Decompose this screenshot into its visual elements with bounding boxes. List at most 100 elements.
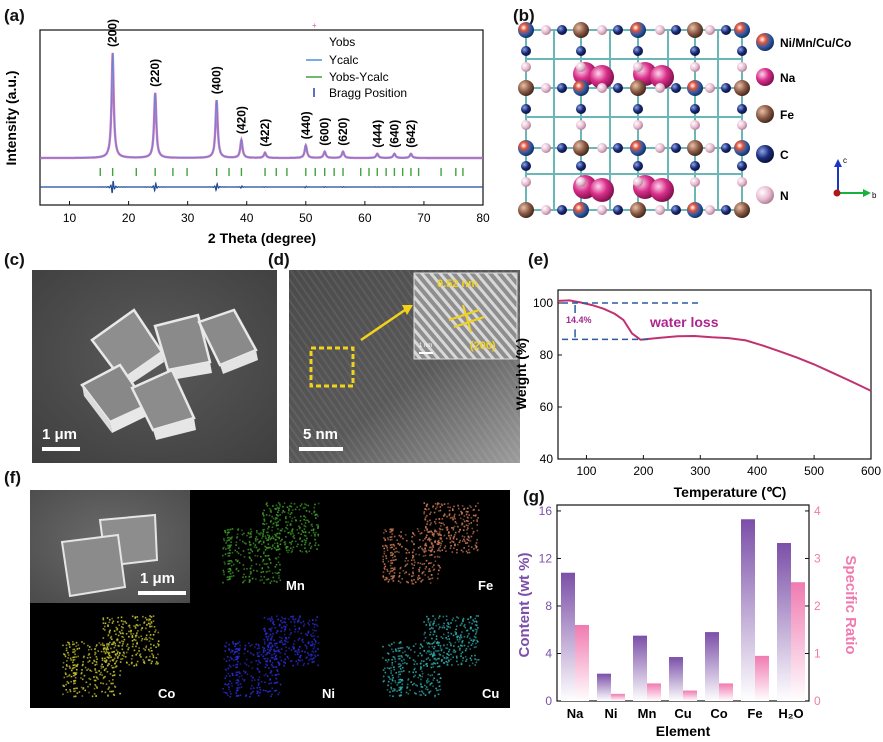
eds-dot [464,655,467,658]
eds-dot [442,625,445,627]
eds-dot [262,559,265,562]
eds-dot [399,673,402,676]
eds-dot [73,658,76,661]
eds-dot [391,664,394,666]
eds-dot [110,682,112,685]
eds-dot [463,624,466,626]
eds-dot [108,621,111,624]
eds-dot [284,628,287,631]
eds-dot [290,632,292,634]
eds-dot [106,646,109,649]
eds-dot [298,527,301,530]
eds-dot [104,668,106,671]
eds-dot [235,567,238,570]
eds-dot [277,556,280,558]
eds-dot [405,557,408,560]
eds-dot [471,527,474,530]
eds-dot [89,656,92,659]
eds-dot [67,657,69,659]
eds-dot [260,653,263,656]
eds-dot [278,553,281,556]
eds-dot [282,505,284,508]
eds-dot [234,650,237,653]
eds-dot [229,675,231,677]
eds-dot [103,648,105,651]
eds-dot [457,525,459,528]
eds-dot [258,532,260,535]
eds-dot [465,658,468,661]
eds-dot [471,662,474,665]
eds-dot [469,540,472,542]
eds-dot [415,553,417,556]
eds-dot [72,664,75,667]
eds-dot [389,564,392,567]
eds-dot [440,649,443,652]
eds-dot [120,658,122,660]
eds-dot [306,551,308,554]
eds-dot [436,662,439,664]
eds-dot [157,645,160,647]
eds-dot [428,546,431,549]
eds-dot [430,562,433,564]
eds-dot [65,689,68,691]
eds-dot [69,689,71,691]
eds-dot [447,635,450,637]
eds-dot [267,547,270,549]
eds-dot [446,528,449,531]
eds-dot [149,650,151,652]
eds-dot [288,509,290,512]
eds-dot [408,646,410,649]
eds-dot [299,616,302,618]
eds-dot [112,658,115,661]
eds-dot [402,662,404,665]
eds-dot [444,545,447,547]
eds-dot [275,504,278,507]
eds-dot [424,544,426,547]
eds-dot [413,543,415,545]
eds-dot [87,644,89,647]
eds-dot [151,660,153,663]
eds-dot [387,659,390,661]
eds-dot [228,544,231,547]
eds-dot [279,503,281,506]
eds-dot [278,664,280,666]
eds-dot [66,665,68,667]
eds-dot [305,657,308,659]
xrd-peak-label: (422) [258,119,272,147]
eds-dot [440,534,442,537]
eds-dot [276,522,278,524]
xrd-peak-label: (620) [336,118,350,146]
eds-dot [300,515,302,518]
eds-dot [131,640,134,642]
eds-dot [100,643,102,646]
eds-dot [256,570,258,572]
eds-dot [275,508,278,510]
eds-dot [313,645,316,648]
eds-dot [259,579,261,582]
eds-dot [144,616,147,619]
eds-dot [474,654,476,657]
eds-dot [312,632,314,635]
eds-dot [134,627,137,629]
tga-annotation: water loss [649,314,719,330]
eds-dot [420,683,422,686]
eds-dot [260,571,263,574]
eds-dot [432,653,435,656]
eds-dot [420,660,423,662]
eds-dot [440,660,443,662]
eds-dot [227,547,229,549]
tem-inset-scale-label: 1 nm [419,343,433,349]
eds-dot [472,514,475,517]
crystal-axes-icon: c b [833,156,877,200]
eds-dot [434,541,436,544]
eds-dot [65,664,68,666]
eds-dot [404,548,407,550]
eds-dot [65,647,68,650]
eds-dot [265,653,268,655]
eds-dot [271,644,274,647]
eds-dot [435,518,437,521]
eds-dot [225,542,227,544]
eds-dot [468,632,470,635]
metal-atom [573,202,589,218]
bars-ytick-label: 12 [539,551,553,565]
